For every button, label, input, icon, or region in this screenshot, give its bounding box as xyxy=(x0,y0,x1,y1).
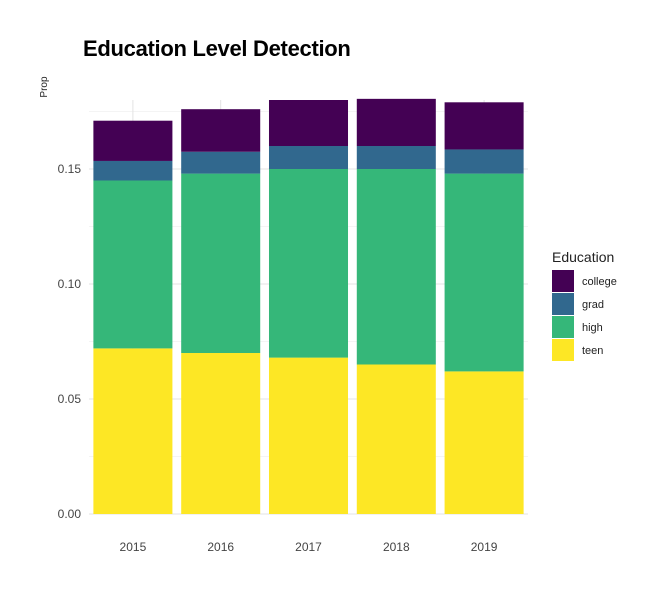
bar-college-2015 xyxy=(93,120,173,161)
bars-group xyxy=(93,98,524,514)
bar-grad-2015 xyxy=(93,160,173,181)
legend-swatch-teen xyxy=(552,339,574,361)
y-tick-label: 0.00 xyxy=(58,507,82,521)
bar-high-2018 xyxy=(356,169,436,365)
chart-title: Education Level Detection xyxy=(83,36,351,61)
bar-college-2017 xyxy=(268,100,349,146)
x-tick-label: 2019 xyxy=(471,540,498,554)
bar-college-2019 xyxy=(444,102,524,150)
bar-teen-2018 xyxy=(356,364,436,514)
bar-teen-2015 xyxy=(93,348,173,514)
y-axis: 0.00 0.05 0.10 0.15 xyxy=(58,162,82,521)
bar-grad-2019 xyxy=(444,149,524,174)
bar-grad-2016 xyxy=(181,151,261,174)
y-axis-title: Prop xyxy=(39,76,50,98)
bar-high-2016 xyxy=(181,173,261,353)
legend-label-teen: teen xyxy=(582,345,603,357)
bar-grad-2017 xyxy=(268,146,349,169)
bar-teen-2017 xyxy=(268,357,349,514)
x-axis: 2015 2016 2017 2018 2019 xyxy=(120,540,498,554)
bar-college-2018 xyxy=(356,98,436,146)
x-tick-label: 2016 xyxy=(207,540,234,554)
legend-label-college: college xyxy=(582,276,617,288)
legend-label-high: high xyxy=(582,322,603,334)
bar-high-2017 xyxy=(268,169,349,358)
legend-label-grad: grad xyxy=(582,299,604,311)
legend: Education college grad high teen xyxy=(552,249,617,361)
x-tick-label: 2017 xyxy=(295,540,322,554)
legend-swatch-college xyxy=(552,270,574,292)
bar-teen-2016 xyxy=(181,353,261,514)
x-tick-label: 2015 xyxy=(120,540,147,554)
y-tick-label: 0.05 xyxy=(58,392,82,406)
legend-swatch-grad xyxy=(552,293,574,315)
bar-high-2019 xyxy=(444,173,524,372)
legend-title: Education xyxy=(552,249,614,265)
x-tick-label: 2018 xyxy=(383,540,410,554)
legend-swatch-high xyxy=(552,316,574,338)
y-tick-label: 0.10 xyxy=(58,277,82,291)
bar-teen-2019 xyxy=(444,371,524,514)
bar-grad-2018 xyxy=(356,146,436,169)
bar-high-2015 xyxy=(93,180,173,349)
bar-college-2016 xyxy=(181,109,261,152)
y-tick-label: 0.15 xyxy=(58,162,82,176)
